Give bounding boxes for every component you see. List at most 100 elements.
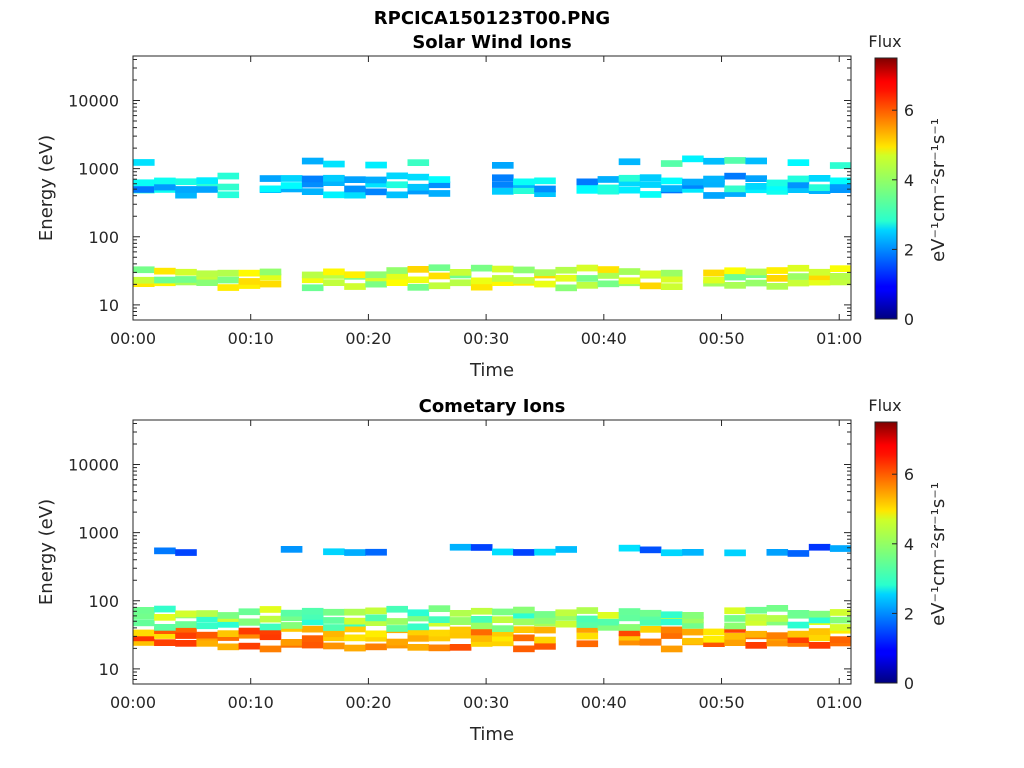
heatmap-cell [829,273,851,280]
colorbar-gradient [874,57,898,320]
heatmap-cell [639,619,662,626]
heatmap-cell [703,180,725,188]
heatmap-cell [175,276,197,283]
heatmap-cell [365,161,387,169]
heatmap-cell [745,630,767,638]
heatmap-cell [470,607,493,615]
heatmap-cell [407,644,430,651]
heatmap-cell [766,275,789,282]
heatmap-cell [576,607,599,614]
heatmap-cell [407,187,430,195]
heatmap-cell [576,632,599,640]
heatmap-cell [766,615,789,622]
heatmap-cell [238,282,261,289]
heatmap-cell [259,606,282,613]
heatmap-cell [513,549,535,556]
heatmap-cell [428,272,451,280]
y-tick-label: 100 [88,592,119,611]
heatmap-cells [133,543,851,653]
heatmap-cell [576,640,599,648]
heatmap-cell [618,179,641,187]
heatmap-cell [724,172,746,180]
heatmap-cell [323,191,345,199]
heatmap-cell [703,192,725,199]
x-tick-label: 00:50 [698,329,744,348]
x-tick-label: 00:50 [698,693,744,712]
heatmap-cell [407,159,430,166]
heatmap-cell [386,618,408,625]
heatmap-cell [745,157,767,165]
heatmap-cell [513,187,535,194]
heatmap-cell [323,268,345,276]
heatmap-cell [597,184,620,192]
heatmap-cell [323,624,345,631]
heatmap-cell [808,610,831,618]
heatmap-cell [238,278,261,285]
heatmap-cell [386,605,408,613]
heatmap-cell [196,270,218,278]
heatmap-cell [724,185,746,193]
heatmap-cell [386,638,408,646]
heatmap-cell [639,181,662,188]
heatmap-cells [133,155,851,292]
heatmap-cell [534,611,556,618]
heatmap-cell [175,625,197,633]
heatmap-cell [787,273,810,280]
heatmap-cell [513,645,535,653]
heatmap-cell [217,276,240,284]
heatmap-cell [660,275,683,283]
heatmap-cell [301,625,324,633]
heatmap-cell [154,632,176,639]
heatmap-cell [555,620,577,628]
heatmap-cell [365,280,387,288]
heatmap-cell [386,625,408,632]
heatmap-cell [365,630,387,638]
heatmap-cell [217,183,240,191]
heatmap-cell [365,614,387,622]
heatmap-cell [576,275,599,282]
heatmap-cell [618,268,641,275]
heatmap-cell [829,278,851,286]
colorbar-tick-label: 0 [904,310,914,329]
heatmap-cell [724,190,746,197]
heatmap-cell [766,179,789,187]
heatmap-cell [301,613,324,620]
heatmap-cell [597,266,620,273]
heatmap-cell [682,155,704,163]
heatmap-cell [301,641,324,649]
heatmap-cell [175,640,197,647]
heatmap-cell [492,181,514,188]
heatmap-cell [259,615,282,623]
y-axis-label: Energy (eV) [36,135,57,241]
heatmap-cell [492,608,514,616]
heatmap-cell [492,629,514,637]
heatmap-cell [280,614,303,622]
heatmap-cell [618,544,641,552]
heatmap-cell [407,276,430,284]
heatmap-cell [618,624,641,631]
heatmap-cell [175,621,197,628]
heatmap-cell [470,616,493,623]
heatmap-cell [513,277,535,284]
heatmap-cell [618,174,641,182]
heatmap-cell [301,284,324,292]
heatmap-cell [808,543,831,551]
heatmap-cell [259,175,282,182]
y-tick-label: 100 [88,228,119,247]
heatmap-cell [323,642,345,650]
heatmap-cell [682,182,704,189]
heatmap-cell [492,616,514,623]
colorbar-gradient [874,421,898,684]
heatmap-cell [660,283,683,290]
heatmap-cell [365,188,387,196]
heatmap-cell [301,157,324,165]
heatmap-cell [534,185,556,193]
x-tick-label: 00:00 [110,329,156,348]
heatmap-cell [280,622,303,629]
heatmap-cell [703,175,725,183]
heatmap-cell [787,630,810,638]
x-tick-label: 00:00 [110,693,156,712]
heatmap-cell [365,634,387,642]
heatmap-cell [280,609,303,617]
